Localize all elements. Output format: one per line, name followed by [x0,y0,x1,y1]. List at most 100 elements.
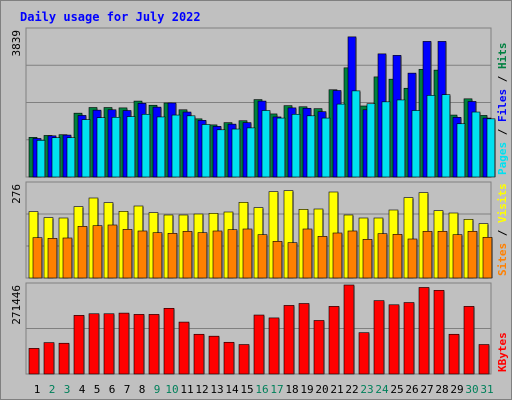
requests-panel-pages-bar-4 [81,119,91,178]
requests-panel-pages-bar-27 [426,95,436,178]
x-tick-label-2: 2 [49,383,56,396]
visitors-panel-sites-bar-1 [32,237,43,279]
requests-panel-legend: Pages / Files / Hits [496,43,509,176]
visitors-panel-sites-bar-11 [182,231,193,279]
requests-panel-pages-bar-30 [471,111,481,178]
x-tick-label-30: 30 [465,383,478,396]
visitors-panel-sites-bar-22 [347,230,358,279]
kbytes-panel-kbytes-bar-9 [148,314,160,375]
legend-separator: / [496,223,509,243]
kbytes-panel-kbytes-bar-23 [358,332,370,375]
x-tick-label-6: 6 [109,383,116,396]
requests-panel-pages-bar-20 [321,117,331,178]
kbytes-panel-kbytes-bar-19 [298,303,310,375]
visitors-panel-sites-bar-31 [482,237,493,279]
visitors-panel-sites-bar-12 [197,232,208,279]
kbytes-panel-legend: KBytes [496,332,509,372]
kbytes-panel-kbytes-bar-17 [268,317,280,375]
x-tick-label-24: 24 [375,383,389,396]
legend-separator: / [496,122,509,142]
kbytes-panel-kbytes-bar-15 [238,344,250,375]
requests-panel-pages-bar-10 [171,114,181,178]
legend-separator: / [496,69,509,89]
requests-panel-y-max-label: 3839 [10,30,23,57]
visitors-panel-sites-bar-30 [467,231,478,279]
visitors-panel-sites-bar-29 [452,234,463,279]
requests-panel-pages-bar-24 [381,101,391,178]
kbytes-panel-kbytes-bar-4 [73,315,85,375]
requests-panel-pages-bar-25 [396,99,406,178]
visitors-panel-sites-bar-15 [242,228,253,279]
legend-pages: Pages [496,142,509,175]
x-tick-label-13: 13 [210,383,223,396]
kbytes-panel-kbytes-bar-12 [193,333,205,375]
x-tick-label-28: 28 [435,383,448,396]
requests-panel-pages-bar-28 [441,94,451,178]
visitors-panel-sites-bar-14 [227,229,238,279]
requests-panel-pages-bar-17 [276,117,286,178]
x-tick-label-19: 19 [300,383,313,396]
visitors-panel-sites-bar-25 [392,234,403,279]
requests-panel-pages-bar-13 [216,129,226,178]
requests-panel-pages-bar-26 [411,110,421,178]
kbytes-panel-kbytes-bar-3 [58,342,70,375]
requests-panel-pages-bar-12 [201,124,211,178]
x-tick-label-18: 18 [285,383,298,396]
kbytes-panel-kbytes-bar-16 [253,314,265,375]
kbytes-panel-kbytes-bar-7 [118,312,130,375]
requests-panel-pages-bar-19 [306,115,316,178]
kbytes-panel-kbytes-bar-11 [178,321,190,375]
visitors-panel-sites-bar-2 [47,238,58,279]
requests-panel-pages-bar-5 [96,117,106,178]
requests-panel-pages-bar-14 [231,128,241,178]
kbytes-panel-y-max-label: 271446 [10,285,23,325]
x-tick-label-9: 9 [154,383,161,396]
legend-files: Files [496,89,509,122]
kbytes-panel-kbytes-bar-22 [343,284,355,375]
kbytes-panel-kbytes-bar-27 [418,287,430,375]
requests-panel-pages-bar-21 [336,103,346,178]
legend-hits: Hits [496,43,509,70]
requests-panel-pages-bar-23 [366,103,376,178]
kbytes-panel-kbytes-bar-10 [163,307,175,375]
visitors-panel-sites-bar-18 [287,242,298,279]
visitors-panel-sites-bar-17 [272,241,283,279]
requests-panel-pages-bar-29 [456,123,466,178]
requests-panel-pages-bar-9 [156,116,166,178]
requests-panel-pages-bar-8 [141,114,151,178]
visitors-panel-y-max-label: 276 [10,184,23,204]
kbytes-panel-kbytes-bar-20 [313,320,325,375]
visitors-panel-sites-bar-24 [377,233,388,279]
x-tick-label-5: 5 [94,383,101,396]
visitors-panel-sites-bar-16 [257,234,268,279]
visitors-panel-sites-bar-9 [152,232,163,279]
visitors-panel-sites-bar-13 [212,230,223,279]
x-tick-label-12: 12 [195,383,208,396]
requests-panel-pages-bar-1 [36,140,46,178]
requests-panel-pages-bar-7 [126,116,136,178]
x-tick-label-29: 29 [450,383,463,396]
x-tick-label-21: 21 [330,383,343,396]
x-tick-label-14: 14 [225,383,239,396]
legend-visits: Visits [496,183,509,223]
kbytes-panel-kbytes-bar-2 [43,342,55,375]
kbytes-panel-kbytes-bar-21 [328,306,340,375]
chart-title: Daily usage for July 2022 [20,10,201,24]
requests-panel-pages-bar-2 [51,137,61,178]
x-tick-label-1: 1 [34,383,41,396]
x-tick-label-3: 3 [64,383,71,396]
kbytes-panel-kbytes-bar-14 [223,341,235,375]
kbytes-panel-kbytes-bar-31 [478,344,490,375]
requests-panel-pages-bar-31 [486,118,496,178]
x-tick-label-10: 10 [165,383,178,396]
kbytes-panel-kbytes-bar-1 [28,348,40,375]
x-tick-label-8: 8 [139,383,146,396]
requests-panel-pages-bar-11 [186,115,196,178]
requests-panel-pages-bar-3 [66,137,76,178]
kbytes-panel-kbytes-bar-13 [208,335,220,375]
visitors-panel-sites-bar-7 [122,229,133,279]
visitors-panel-sites-bar-8 [137,230,148,279]
visitors-panel-sites-bar-5 [92,225,103,279]
x-tick-label-11: 11 [180,383,193,396]
